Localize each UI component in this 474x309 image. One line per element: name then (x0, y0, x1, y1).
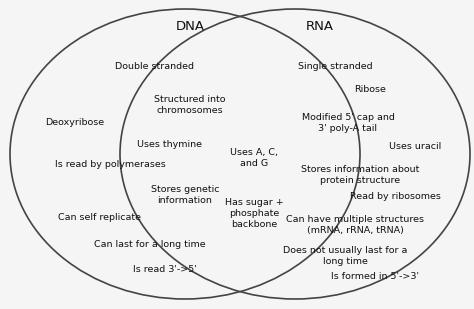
Text: Is read 3'->5': Is read 3'->5' (133, 265, 197, 274)
Text: Deoxyribose: Deoxyribose (46, 118, 105, 127)
Text: Uses uracil: Uses uracil (389, 142, 441, 151)
Text: Is formed in 5'->3': Is formed in 5'->3' (331, 272, 419, 281)
Text: RNA: RNA (306, 20, 334, 33)
Text: Stores information about
protein structure: Stores information about protein structu… (301, 165, 419, 185)
Text: Uses thymine: Uses thymine (137, 140, 202, 149)
Text: Has sugar +
phosphate
backbone: Has sugar + phosphate backbone (225, 198, 283, 229)
Text: Can self replicate: Can self replicate (58, 213, 142, 222)
Text: Modified 5' cap and
3' poly-A tail: Modified 5' cap and 3' poly-A tail (301, 113, 394, 133)
Text: Double stranded: Double stranded (116, 62, 194, 71)
Text: Ribose: Ribose (354, 85, 386, 94)
Text: DNA: DNA (175, 20, 204, 33)
Text: Is read by polymerases: Is read by polymerases (55, 160, 165, 169)
Text: Read by ribosomes: Read by ribosomes (349, 192, 440, 201)
Text: Can have multiple structures
(mRNA, rRNA, tRNA): Can have multiple structures (mRNA, rRNA… (286, 215, 424, 235)
Text: Stores genetic
information: Stores genetic information (151, 185, 219, 205)
Text: Does not usually last for a
long time: Does not usually last for a long time (283, 246, 407, 266)
Text: Uses A, C,
and G: Uses A, C, and G (230, 148, 278, 168)
Text: Can last for a long time: Can last for a long time (94, 240, 206, 249)
Text: Single stranded: Single stranded (298, 62, 372, 71)
Text: Structured into
chromosomes: Structured into chromosomes (154, 95, 226, 115)
